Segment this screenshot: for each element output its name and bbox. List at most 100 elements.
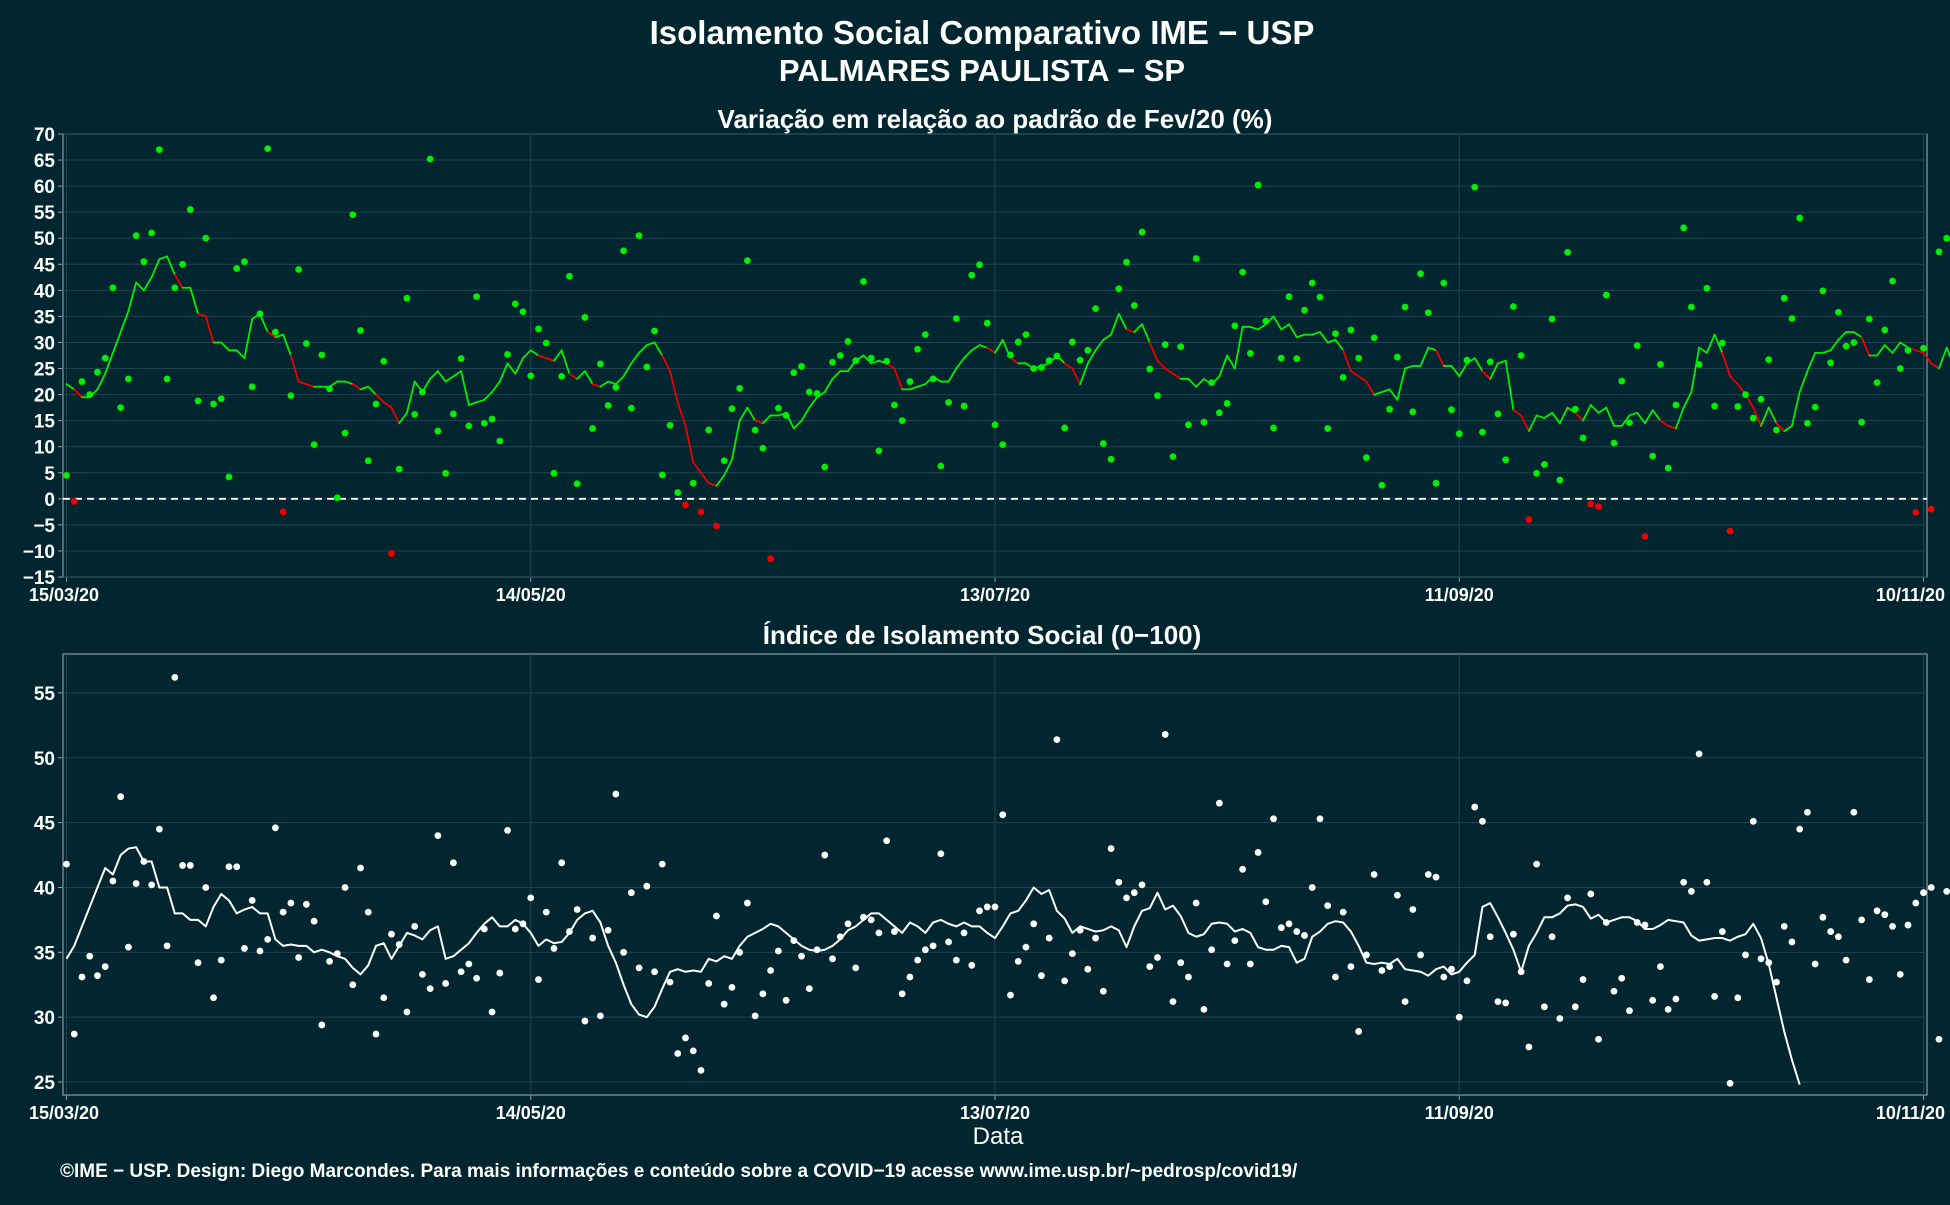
variation-moving-average-segment <box>545 357 555 362</box>
index-data-point <box>852 964 860 972</box>
variation-data-point <box>1695 360 1703 368</box>
variation-data-point <box>210 400 217 408</box>
variation-moving-average-segment <box>1891 341 1902 354</box>
index-data-point <box>1192 899 1200 907</box>
variation-data-point <box>1571 405 1579 413</box>
index-data-point <box>426 985 434 993</box>
index-data-point <box>1146 963 1154 970</box>
variation-data-point <box>1038 364 1045 371</box>
variation-moving-average-segment <box>669 370 679 404</box>
variation-moving-average-segment <box>1721 351 1731 378</box>
index-data-point <box>1734 994 1742 1002</box>
variation-moving-average-segment <box>1380 388 1391 393</box>
variation-moving-average-segment <box>1783 424 1793 432</box>
index-data-point <box>782 996 790 1004</box>
index-data-point <box>1834 933 1842 941</box>
variation-moving-average-segment <box>166 255 176 276</box>
index-data-point <box>1865 976 1873 983</box>
variation-x-tick-label: 11/09/20 <box>1425 585 1494 605</box>
variation-moving-average-segment <box>1295 333 1306 339</box>
index-data-point <box>829 955 836 963</box>
index-data-point <box>604 926 612 934</box>
main-title: Isolamento Social Comparativo IME − USP <box>650 14 1315 51</box>
variation-moving-average-segment <box>1063 362 1074 370</box>
variation-moving-average-segment <box>1357 375 1368 383</box>
variation-data-point <box>1045 357 1053 365</box>
index-data-point <box>124 943 132 951</box>
variation-moving-average-segment <box>1775 422 1786 432</box>
variation-data-point <box>697 508 705 516</box>
variation-data-point <box>1904 346 1912 354</box>
variation-data-point <box>449 410 457 418</box>
variation-moving-average-segment <box>220 341 230 352</box>
index-data-point <box>713 912 720 920</box>
variation-data-point <box>1927 505 1935 513</box>
variation-data-point <box>1718 339 1726 347</box>
variation-moving-average-segment <box>243 318 254 360</box>
variation-moving-average-segment <box>189 286 199 315</box>
variation-data-point <box>1664 464 1672 472</box>
index-data-point <box>225 863 233 871</box>
index-data-point <box>921 946 929 954</box>
variation-data-point <box>952 315 960 322</box>
index-data-point <box>1858 916 1865 924</box>
index-data-point <box>1889 922 1896 930</box>
variation-data-point <box>1092 305 1099 312</box>
index-data-point <box>1363 951 1370 959</box>
index-data-point <box>1571 1003 1579 1011</box>
variation-data-point <box>101 354 109 362</box>
index-data-point <box>511 925 519 933</box>
variation-y-tick-label: 70 <box>34 125 55 146</box>
variation-moving-average-segment <box>104 351 114 375</box>
variation-moving-average-segment <box>800 406 811 422</box>
index-data-point <box>813 946 821 954</box>
variation-data-point <box>186 206 194 213</box>
variation-moving-average-segment <box>1226 354 1236 370</box>
index-data-point <box>1548 933 1556 941</box>
variation-data-point <box>1564 248 1571 256</box>
variation-moving-average-segment <box>1497 359 1507 365</box>
index-data-point <box>929 942 937 950</box>
index-data-point <box>983 903 991 911</box>
index-data-point <box>333 950 341 958</box>
variation-moving-average-segment <box>1829 338 1840 352</box>
index-data-point <box>914 956 922 964</box>
variation-data-point <box>511 300 519 308</box>
index-data-point <box>1749 817 1757 825</box>
variation-y-tick-label: 40 <box>34 281 55 302</box>
variation-data-point <box>434 427 442 435</box>
index-data-point <box>1819 913 1827 921</box>
index-data-point <box>380 994 388 1002</box>
variation-data-point <box>1471 183 1479 191</box>
variation-data-point <box>1672 401 1680 409</box>
index-data-point <box>1161 731 1169 738</box>
variation-moving-average-segment <box>1582 404 1592 422</box>
index-data-point <box>1796 825 1804 833</box>
variation-data-point <box>1053 352 1061 360</box>
variation-data-point <box>898 417 906 425</box>
index-data-point <box>1068 950 1076 958</box>
index-data-point <box>1479 817 1486 825</box>
variation-moving-average-segment <box>390 406 401 425</box>
variation-data-point <box>774 404 782 412</box>
variation-data-point <box>1494 410 1502 418</box>
index-data-point <box>1626 1007 1633 1015</box>
index-data-point <box>1649 996 1657 1004</box>
variation-data-point <box>94 368 101 376</box>
variation-data-point <box>287 392 295 400</box>
index-data-point <box>1502 999 1510 1007</box>
index-data-point <box>759 990 767 998</box>
index-data-point <box>883 837 891 845</box>
variation-data-point <box>132 232 140 240</box>
index-data-point <box>1595 1035 1602 1043</box>
variation-data-point <box>713 522 720 530</box>
variation-moving-average-segment <box>1675 406 1685 430</box>
variation-data-point <box>109 284 117 292</box>
variation-data-point <box>1324 425 1332 432</box>
variation-data-point <box>225 473 233 481</box>
index-data-point <box>620 948 627 956</box>
variation-moving-average-segment <box>1350 370 1360 378</box>
variation-moving-average-segment <box>135 281 145 292</box>
variation-data-point <box>1703 284 1711 292</box>
variation-data-point <box>1819 287 1827 295</box>
